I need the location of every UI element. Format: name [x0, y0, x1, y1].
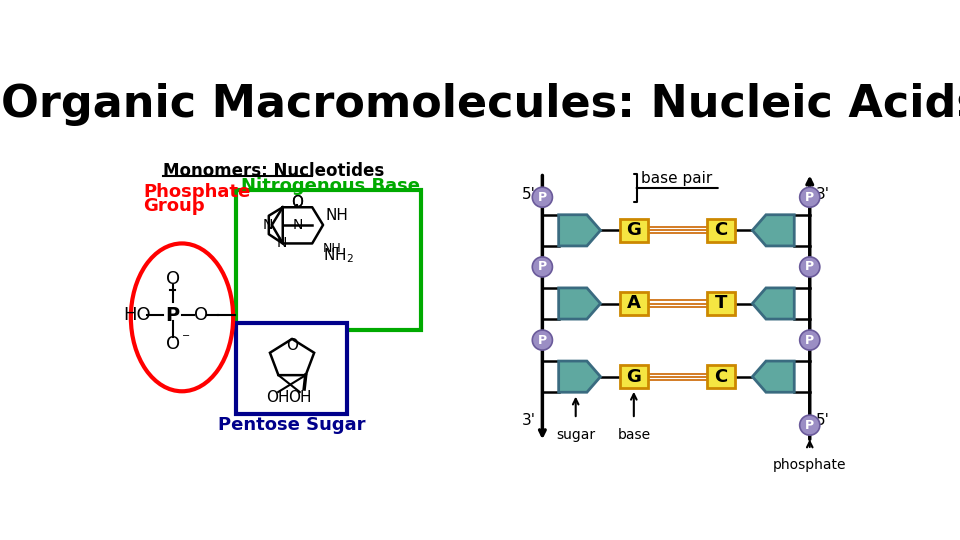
- Text: $^-$: $^-$: [179, 332, 190, 346]
- FancyBboxPatch shape: [620, 292, 648, 315]
- Text: N: N: [276, 237, 287, 251]
- Text: Organic Macromolecules: Nucleic Acids: Organic Macromolecules: Nucleic Acids: [1, 83, 960, 126]
- Text: A: A: [627, 294, 640, 313]
- Circle shape: [800, 187, 820, 207]
- Text: OH: OH: [288, 390, 312, 405]
- Text: P: P: [538, 334, 547, 347]
- Text: N: N: [263, 218, 274, 232]
- Text: base pair: base pair: [641, 171, 712, 186]
- Circle shape: [532, 257, 552, 277]
- Text: N: N: [292, 218, 302, 232]
- FancyBboxPatch shape: [236, 323, 348, 414]
- Text: phosphate: phosphate: [773, 457, 847, 471]
- FancyBboxPatch shape: [707, 365, 734, 388]
- Polygon shape: [559, 361, 601, 392]
- Text: base: base: [617, 428, 650, 442]
- Text: HO: HO: [123, 306, 151, 324]
- Text: O: O: [166, 335, 180, 353]
- Text: $\mathrm{NH_2}$: $\mathrm{NH_2}$: [324, 246, 353, 265]
- FancyBboxPatch shape: [620, 219, 648, 242]
- Text: 3': 3': [816, 187, 830, 201]
- Text: Phosphate: Phosphate: [143, 183, 251, 201]
- Text: 5': 5': [522, 187, 537, 201]
- Text: T: T: [714, 294, 727, 313]
- Polygon shape: [753, 288, 794, 319]
- Text: OH: OH: [266, 390, 290, 405]
- Text: Monomers: Nucleotides: Monomers: Nucleotides: [162, 162, 384, 180]
- Ellipse shape: [131, 244, 233, 392]
- Polygon shape: [559, 288, 601, 319]
- FancyBboxPatch shape: [707, 219, 734, 242]
- Circle shape: [800, 415, 820, 435]
- Polygon shape: [753, 361, 794, 392]
- FancyBboxPatch shape: [707, 292, 734, 315]
- Text: NH: NH: [325, 208, 348, 223]
- Text: Nitrogenous Base: Nitrogenous Base: [241, 178, 420, 195]
- Text: P: P: [538, 191, 547, 204]
- Text: sugar: sugar: [556, 428, 595, 442]
- Text: O: O: [194, 306, 207, 324]
- FancyBboxPatch shape: [620, 365, 648, 388]
- Text: C: C: [714, 221, 728, 239]
- Text: P: P: [805, 418, 814, 431]
- Text: P: P: [805, 191, 814, 204]
- Text: O: O: [286, 338, 298, 353]
- Text: P: P: [805, 334, 814, 347]
- Text: O: O: [292, 195, 303, 210]
- Text: 5': 5': [816, 413, 829, 428]
- Circle shape: [532, 330, 552, 350]
- Text: 3': 3': [522, 413, 537, 428]
- Text: P: P: [805, 260, 814, 273]
- Text: O: O: [292, 195, 303, 210]
- Text: P: P: [166, 306, 180, 325]
- Polygon shape: [559, 215, 601, 246]
- Circle shape: [532, 187, 552, 207]
- Text: C: C: [714, 368, 728, 386]
- Text: NH: NH: [324, 241, 342, 254]
- FancyBboxPatch shape: [236, 190, 420, 330]
- Text: O: O: [166, 270, 180, 288]
- Circle shape: [800, 257, 820, 277]
- Circle shape: [800, 330, 820, 350]
- Polygon shape: [753, 215, 794, 246]
- Text: G: G: [626, 221, 641, 239]
- Text: P: P: [538, 260, 547, 273]
- Text: Group: Group: [143, 197, 204, 215]
- Text: Pentose Sugar: Pentose Sugar: [218, 416, 366, 434]
- Text: G: G: [626, 368, 641, 386]
